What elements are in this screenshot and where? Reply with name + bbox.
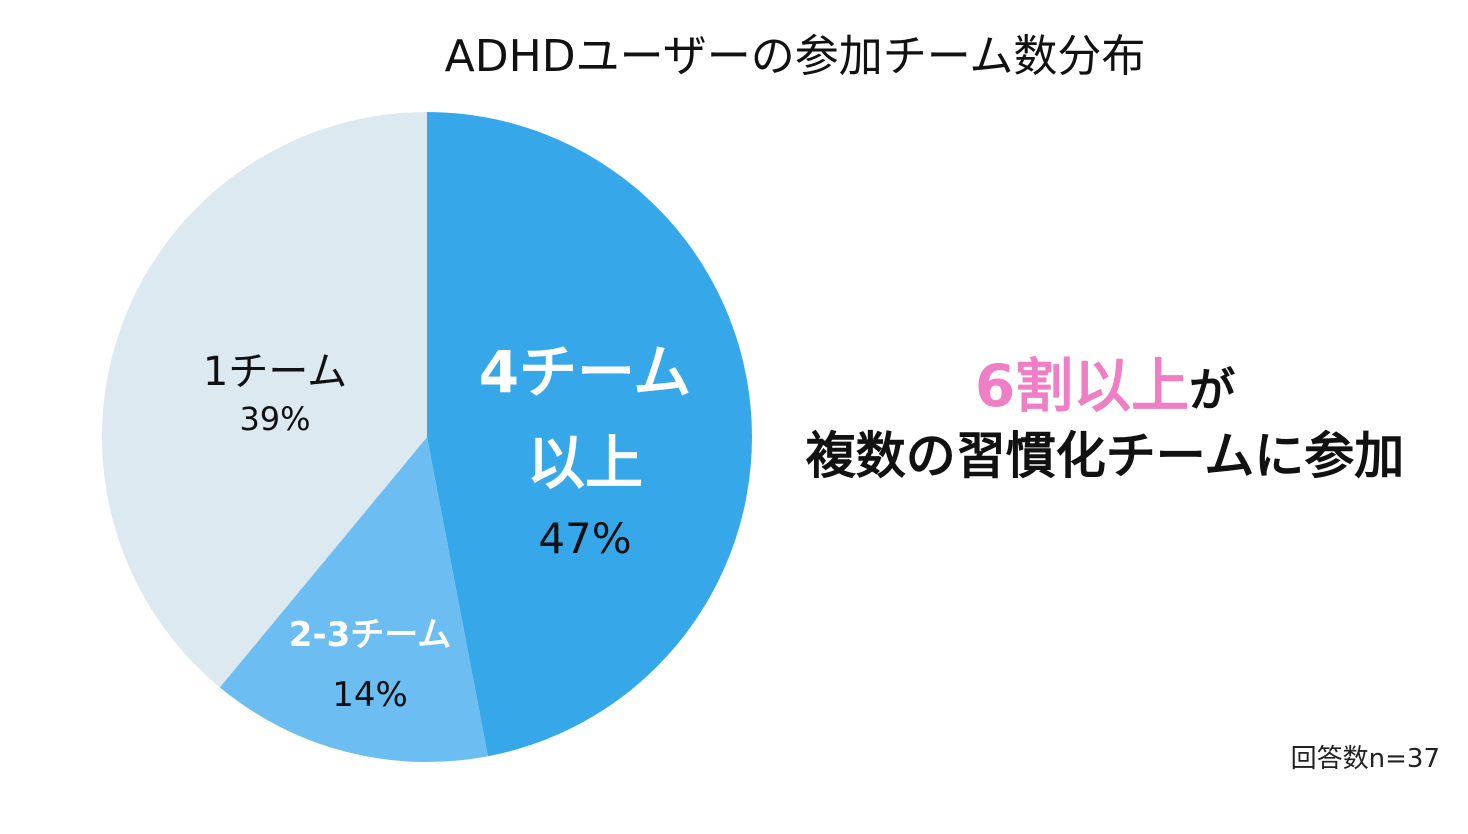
pie-slice	[427, 112, 752, 757]
slice-value-label: 47%	[538, 514, 631, 563]
sample-size-note: 回答数n=37	[1290, 744, 1440, 774]
slice-label: 以上	[527, 429, 643, 497]
chart-title: ADHDユーザーの参加チーム数分布	[444, 31, 1146, 82]
slice-label: 1チーム	[203, 349, 347, 395]
slice-label: 2-3チーム	[289, 615, 451, 655]
callout-line-2: 複数の習慣化チームに参加	[805, 426, 1405, 485]
callout-highlight: 6割以上	[974, 352, 1190, 420]
callout-suffix: が	[1189, 363, 1236, 417]
slice-label: 4チーム	[479, 338, 692, 406]
slice-value-label: 14%	[332, 675, 408, 715]
slice-value-label: 39%	[239, 400, 310, 438]
callout-text: 6割以上が 複数の習慣化チームに参加	[760, 350, 1450, 487]
pie-slice	[219, 437, 488, 762]
pie-slice	[101, 112, 428, 688]
callout-line-1: 6割以上が	[760, 350, 1450, 423]
